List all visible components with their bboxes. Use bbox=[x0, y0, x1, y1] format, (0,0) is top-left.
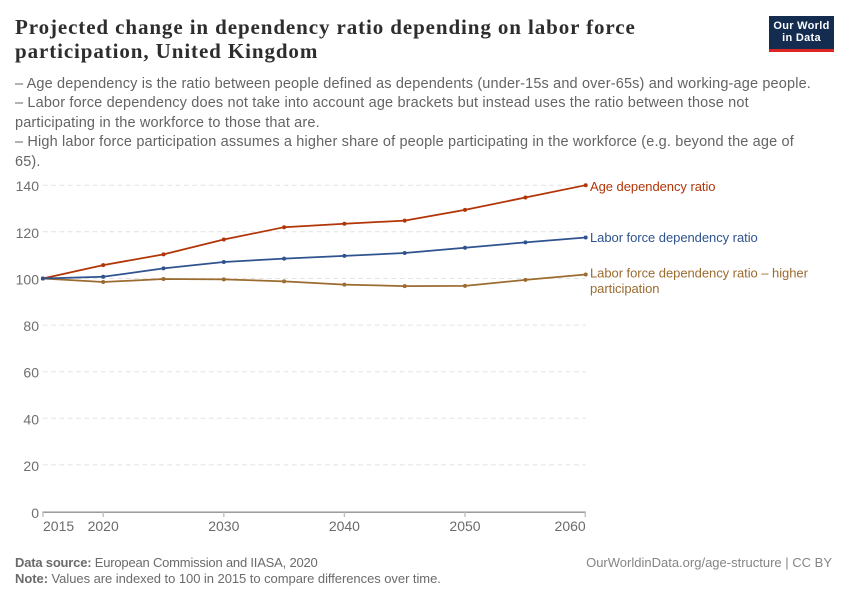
svg-text:Age dependency ratio: Age dependency ratio bbox=[590, 179, 715, 194]
svg-text:40: 40 bbox=[23, 411, 39, 427]
svg-text:120: 120 bbox=[16, 225, 40, 241]
svg-text:0: 0 bbox=[31, 505, 39, 521]
svg-text:2060: 2060 bbox=[555, 518, 586, 534]
svg-text:2050: 2050 bbox=[449, 518, 480, 534]
svg-text:20: 20 bbox=[23, 458, 39, 474]
svg-text:Labor force dependency ratio –: Labor force dependency ratio – higher bbox=[590, 266, 809, 281]
svg-text:Labor force dependency ratio: Labor force dependency ratio bbox=[590, 230, 758, 245]
svg-text:2015: 2015 bbox=[43, 518, 74, 534]
svg-text:2040: 2040 bbox=[329, 518, 360, 534]
svg-text:2030: 2030 bbox=[208, 518, 239, 534]
svg-text:100: 100 bbox=[16, 272, 40, 288]
svg-text:60: 60 bbox=[23, 365, 39, 381]
svg-text:participation: participation bbox=[590, 281, 659, 296]
svg-text:80: 80 bbox=[23, 318, 39, 334]
svg-text:2020: 2020 bbox=[88, 518, 119, 534]
svg-text:140: 140 bbox=[16, 178, 40, 194]
